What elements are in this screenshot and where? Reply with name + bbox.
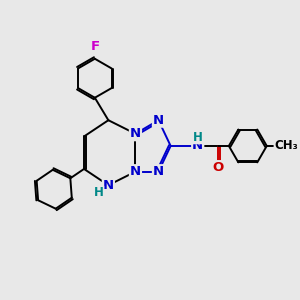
Text: O: O [212,161,224,174]
Text: N: N [153,165,164,178]
Text: N: N [192,140,203,152]
Text: N: N [130,127,141,140]
Text: H: H [193,131,203,144]
Text: H: H [94,186,104,199]
Text: N: N [103,179,114,192]
Text: CH₃: CH₃ [274,140,298,152]
Text: F: F [90,40,99,53]
Text: N: N [153,114,164,127]
Text: N: N [130,165,141,178]
